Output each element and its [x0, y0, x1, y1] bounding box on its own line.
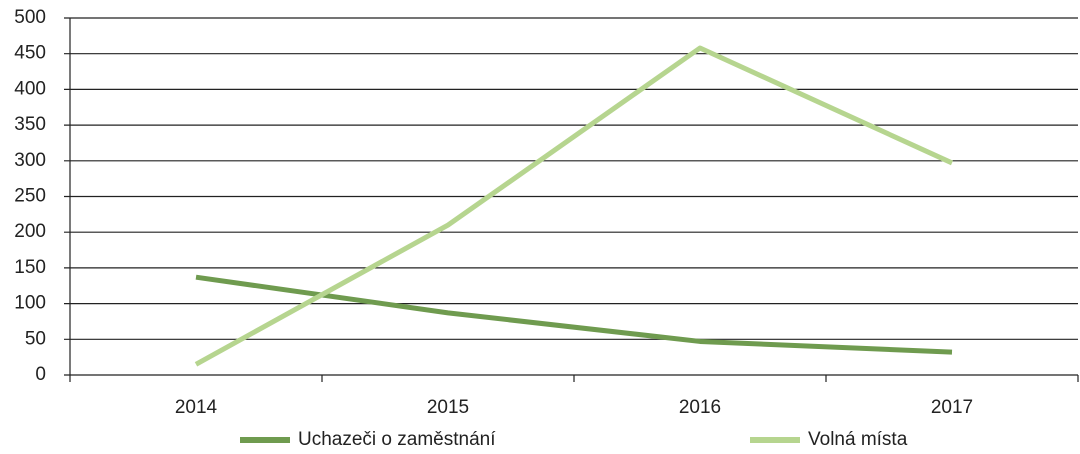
y-tick-label: 500: [14, 7, 46, 28]
y-tick-label: 50: [25, 328, 46, 349]
legend-label: Volná místa: [808, 429, 908, 450]
x-tick-label: 2014: [175, 397, 218, 418]
x-tick-label: 2015: [427, 397, 469, 418]
series-line: [195, 274, 953, 355]
y-tick-label: 350: [14, 114, 46, 135]
y-tick-label: 250: [14, 186, 46, 207]
y-tick-label: 450: [14, 43, 46, 64]
y-tick-label: 100: [14, 293, 46, 314]
y-tick-label: 150: [14, 257, 46, 278]
y-tick-label: 300: [14, 150, 46, 171]
y-tick-label: 200: [14, 221, 46, 242]
series-line: [194, 45, 954, 367]
y-tick-label: 0: [35, 364, 46, 385]
x-tick-label: 2017: [931, 397, 973, 418]
legend-label: Uchazeči o zaměstnání: [298, 429, 496, 450]
y-tick-label: 400: [14, 78, 46, 99]
x-tick-label: 2016: [679, 397, 721, 418]
